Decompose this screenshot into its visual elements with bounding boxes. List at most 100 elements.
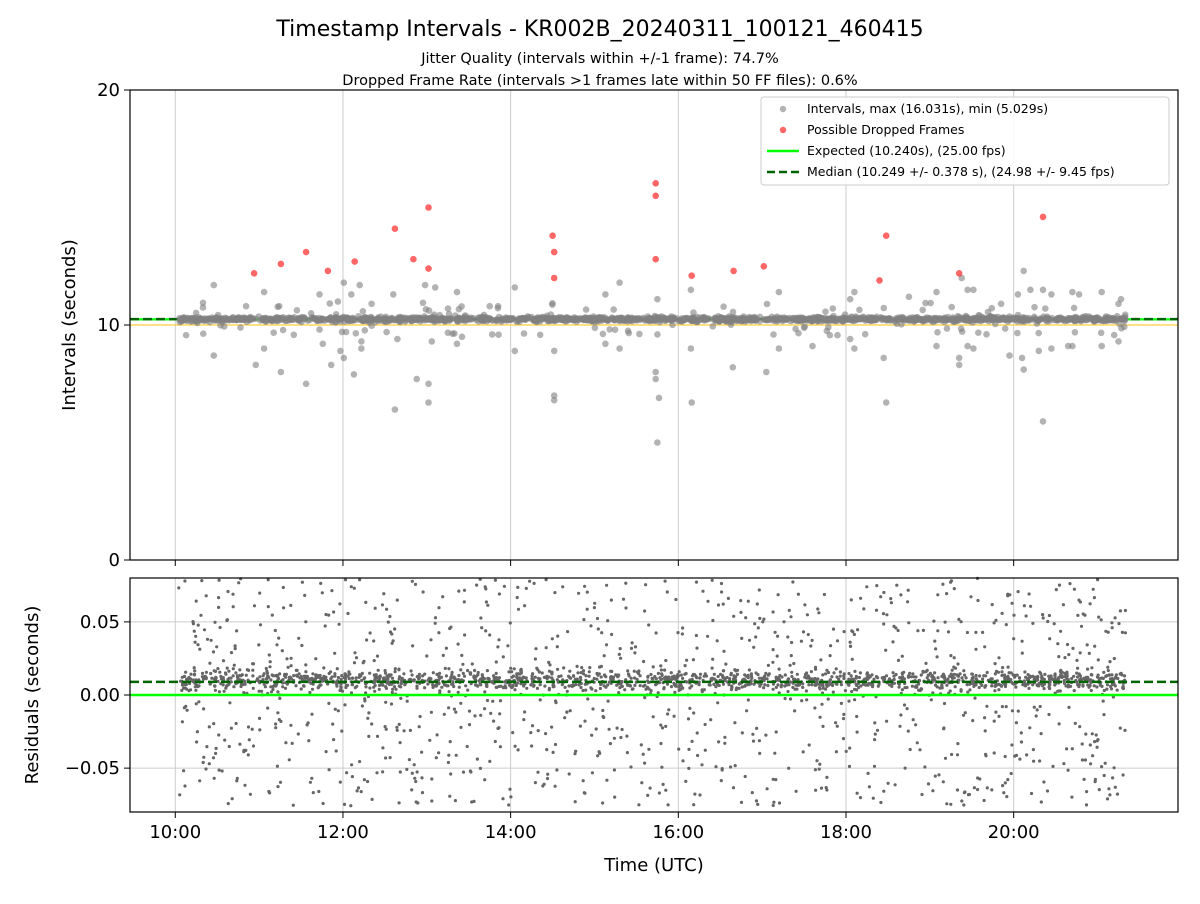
residual-point: [239, 674, 243, 678]
residual-point: [1025, 753, 1029, 757]
residual-point: [825, 788, 829, 792]
residual-point: [643, 683, 647, 687]
residual-point: [508, 621, 512, 625]
residual-point: [677, 747, 681, 751]
residual-point: [677, 670, 681, 674]
residual-point: [688, 706, 692, 711]
residual-point: [880, 676, 884, 680]
residual-point: [345, 771, 349, 775]
interval-point: [444, 305, 452, 312]
residual-point: [601, 708, 605, 713]
residual-point: [687, 766, 691, 771]
residual-point: [213, 620, 217, 624]
residual-point: [1096, 673, 1100, 677]
residual-point: [667, 675, 671, 679]
residual-point: [381, 746, 385, 750]
residual-point: [945, 802, 949, 806]
residual-point: [583, 584, 587, 588]
residual-point: [444, 683, 448, 687]
residual-point: [613, 795, 617, 799]
residual-point: [985, 786, 989, 790]
residual-point: [289, 664, 293, 668]
residual-point: [787, 766, 791, 770]
interval-outlier-point: [428, 338, 436, 345]
residual-point: [747, 683, 751, 687]
residual-point: [664, 724, 668, 729]
residual-point: [473, 668, 477, 673]
residual-point: [336, 709, 340, 713]
interval-point: [1014, 329, 1021, 337]
residual-point: [803, 672, 808, 677]
residual-point: [900, 672, 905, 676]
interval-point: [274, 314, 281, 322]
residual-point: [449, 675, 453, 680]
residual-point: [876, 676, 880, 680]
residual-point: [280, 649, 284, 653]
dropped-frame-point: [1039, 213, 1047, 221]
residual-point: [669, 671, 673, 675]
residual-point: [346, 674, 350, 678]
interval-point: [983, 331, 990, 338]
residual-point: [420, 776, 424, 780]
residual-point: [1048, 680, 1052, 684]
residual-point: [818, 682, 822, 687]
residual-point: [673, 690, 677, 695]
interval-point: [495, 331, 502, 339]
residual-point: [276, 675, 280, 680]
interval-outlier-point: [337, 347, 344, 355]
residual-point: [816, 607, 820, 611]
interval-outlier-point: [334, 298, 342, 305]
residual-point: [665, 590, 669, 594]
residual-point: [910, 684, 915, 688]
residual-point: [752, 645, 756, 649]
residual-point: [194, 634, 198, 638]
residual-point: [383, 671, 388, 675]
interval-point: [636, 330, 643, 338]
residual-point: [479, 713, 483, 717]
residual-point: [200, 671, 205, 676]
residual-point: [1088, 602, 1092, 606]
residual-point: [308, 677, 312, 681]
interval-point: [200, 330, 207, 338]
residual-point: [434, 683, 439, 687]
residual-point: [856, 628, 860, 632]
residual-point: [403, 683, 407, 687]
residual-point: [213, 688, 217, 692]
residual-point: [411, 644, 415, 648]
residual-point: [373, 678, 377, 682]
residual-point: [533, 781, 538, 785]
interval-point: [368, 322, 376, 330]
residual-point: [1108, 660, 1112, 664]
residual-point: [598, 751, 602, 756]
residual-point: [950, 752, 954, 757]
residual-point: [585, 590, 589, 594]
interval-outlier-point: [413, 375, 421, 383]
residual-point: [683, 664, 687, 668]
interval-point: [928, 316, 936, 324]
residual-point: [774, 685, 778, 690]
residual-point: [791, 580, 795, 584]
interval-point: [689, 314, 697, 322]
dropped-frame-point: [277, 260, 285, 268]
residual-point: [1064, 684, 1068, 688]
residual-point: [715, 639, 719, 643]
interval-outlier-point: [955, 361, 963, 369]
residual-point: [217, 768, 221, 772]
legend-box: [760, 96, 1170, 186]
interval-point: [489, 317, 496, 324]
residual-point: [825, 775, 829, 780]
residual-point: [580, 666, 584, 670]
residual-point: [754, 799, 759, 803]
residual-point: [271, 687, 275, 692]
residual-point: [332, 738, 336, 742]
residual-point: [602, 715, 606, 720]
residual-point: [187, 675, 191, 680]
residual-point: [465, 744, 469, 749]
residual-point: [739, 599, 743, 603]
residual-point: [861, 682, 865, 687]
residual-point: [716, 682, 720, 686]
interval-point: [660, 314, 667, 322]
residual-point: [895, 583, 899, 587]
residual-point: [349, 585, 353, 589]
interval-point: [549, 300, 556, 307]
